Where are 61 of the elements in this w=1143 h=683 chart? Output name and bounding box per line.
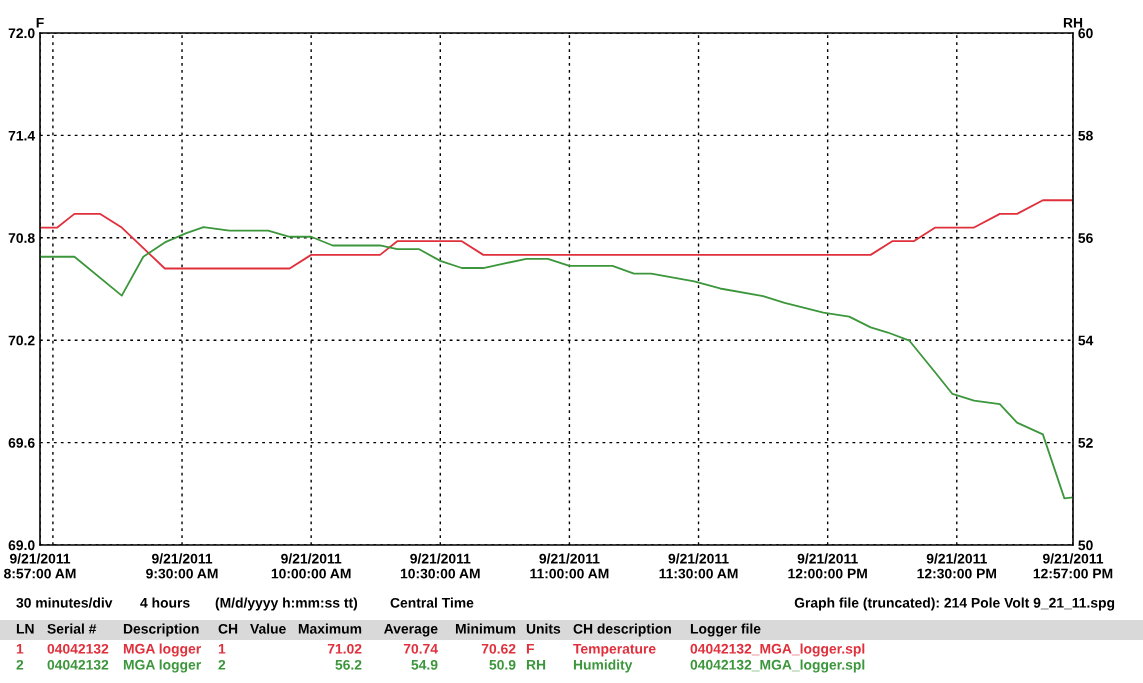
x-tick-label: 9/21/2011 9:30:00 AM — [146, 553, 218, 579]
y2-axis-title: RH — [1063, 18, 1083, 28]
line-series — [40, 199, 1073, 270]
text: 04042132 — [47, 659, 109, 670]
x-tick-label: 9/21/2011 10:30:00 AM — [400, 553, 480, 579]
y2-tick-label: 60 — [1078, 28, 1093, 39]
y-tick-label: 70.2 — [8, 335, 35, 346]
text: 56.2 — [335, 659, 362, 670]
text: (M/d/yyyy h:mm:ss tt) — [215, 597, 358, 611]
text: 1 — [16, 644, 24, 654]
text: 04042132_MGA_logger.spl — [690, 643, 865, 657]
text: Minimum — [455, 623, 516, 634]
text: 04042132_MGA_logger.spl — [690, 659, 865, 673]
text: Value — [250, 623, 286, 634]
text: CH description — [573, 623, 671, 637]
x-tick-label: 9/21/2011 10:00:00 AM — [271, 553, 351, 579]
y2-tick-label: 58 — [1078, 130, 1093, 141]
text: 04042132 — [47, 643, 109, 654]
x-tick-label: 9/21/2011 11:30:00 AM — [659, 553, 738, 579]
text: Graph file (truncated): 214 Pole Volt 9_21_11.spg — [794, 597, 1115, 611]
text: Average — [384, 623, 438, 637]
text: 2 — [16, 659, 24, 670]
y-tick-label: 69.0 — [8, 540, 35, 551]
y-tick-label: 70.8 — [8, 233, 35, 243]
text: Temperature — [573, 644, 656, 657]
text: 2 — [218, 659, 226, 670]
text: LN — [16, 624, 34, 634]
text: MGA logger — [123, 643, 201, 657]
text: 70.62 — [481, 643, 516, 654]
text: 1 — [218, 644, 226, 654]
y2-tick-label: 54 — [1078, 335, 1094, 346]
text: 70.74 — [403, 643, 438, 654]
text: Serial # — [47, 623, 97, 634]
x-tick-label: 9/21/2011 12:30:00 PM — [917, 553, 997, 579]
y2-tick-label: 56 — [1078, 233, 1093, 243]
text: 30 minutes/div — [16, 597, 113, 608]
x-tick-label: 9/21/2011 8:57:00 AM — [4, 553, 76, 579]
y2-tick-label: 50 — [1078, 540, 1093, 551]
x-tick-label: 9/21/2011 12:57:00 PM — [1033, 553, 1113, 579]
text: 50.9 — [489, 659, 516, 670]
x-tick-label: 9/21/2011 11:00:00 AM — [530, 553, 609, 579]
y-tick-label: 69.6 — [8, 437, 35, 448]
text: RH — [526, 660, 546, 670]
text: Humidity — [573, 659, 633, 673]
y-tick-label: 72.0 — [8, 28, 35, 39]
text: 54.9 — [411, 659, 438, 670]
text: Logger file — [690, 623, 761, 637]
text: Maximum — [298, 623, 362, 634]
text: MGA logger — [123, 659, 201, 673]
text: Central Time — [390, 597, 474, 608]
text: 4 hours — [140, 597, 190, 608]
y-axis-title: F — [36, 18, 44, 28]
text: F — [526, 644, 534, 654]
x-tick-label: 9/21/2011 12:00:00 PM — [788, 553, 867, 579]
text: CH — [218, 623, 238, 634]
text: Description — [123, 623, 199, 637]
line-series — [40, 226, 1073, 500]
text: 71.02 — [327, 643, 362, 654]
text: Units — [526, 623, 561, 634]
y-tick-label: 71.4 — [8, 130, 36, 141]
y2-tick-label: 52 — [1078, 437, 1093, 448]
